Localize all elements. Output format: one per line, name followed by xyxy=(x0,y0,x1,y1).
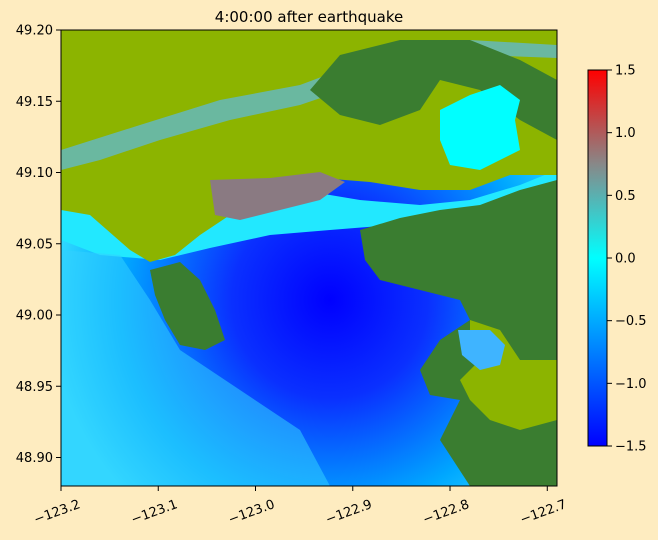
x-tick-label: −122.9 xyxy=(324,497,374,528)
y-tick-label: 49.20 xyxy=(16,24,53,39)
flooded-city-area xyxy=(210,172,345,220)
land-peninsula-west xyxy=(150,262,225,350)
y-tick-label: 48.95 xyxy=(16,380,53,395)
chart-title: 4:00:00 after earthquake xyxy=(215,8,403,26)
plot-area xyxy=(61,30,557,486)
colorbar-axis: −1.5 −1.0 −0.5 0.0 0.5 1.0 1.5 xyxy=(607,64,647,455)
colorbar-tick-label: 0.5 xyxy=(615,189,636,204)
x-axis: −123.2 −123.1 −123.0 −122.9 −122.8 −122.7 xyxy=(32,486,569,528)
x-tick-label: −123.0 xyxy=(227,497,277,528)
flooded-inlet-northeast xyxy=(440,85,520,170)
colorbar-tick-label: −1.5 xyxy=(615,440,647,455)
y-tick-label: 49.00 xyxy=(16,309,53,324)
colorbar-tick-label: 0.0 xyxy=(615,252,636,267)
colorbar xyxy=(587,69,608,447)
colorbar-tick-label: −0.5 xyxy=(615,314,647,329)
y-tick-label: 48.90 xyxy=(16,451,53,466)
colorbar-tick-label: 1.5 xyxy=(615,64,636,79)
flooded-river xyxy=(61,40,557,170)
colorbar-tick-label: 1.0 xyxy=(615,126,636,141)
shallow-water-southwest xyxy=(61,250,330,486)
colorbar-tick-label: −1.0 xyxy=(615,377,647,392)
x-tick-label: −122.8 xyxy=(421,497,471,528)
y-tick-label: 49.05 xyxy=(16,237,53,252)
y-tick-label: 49.10 xyxy=(16,166,53,181)
y-tick-label: 49.15 xyxy=(16,95,53,110)
x-tick-label: −123.2 xyxy=(32,497,82,528)
plot-frame xyxy=(60,29,558,487)
x-tick-label: −123.1 xyxy=(129,497,179,528)
land-highland-northeast xyxy=(310,30,557,140)
x-tick-label: −122.7 xyxy=(518,497,568,528)
shallow-bay-east xyxy=(458,330,505,370)
y-axis: 48.90 48.95 49.00 49.05 49.10 49.15 49.20 xyxy=(16,24,61,466)
